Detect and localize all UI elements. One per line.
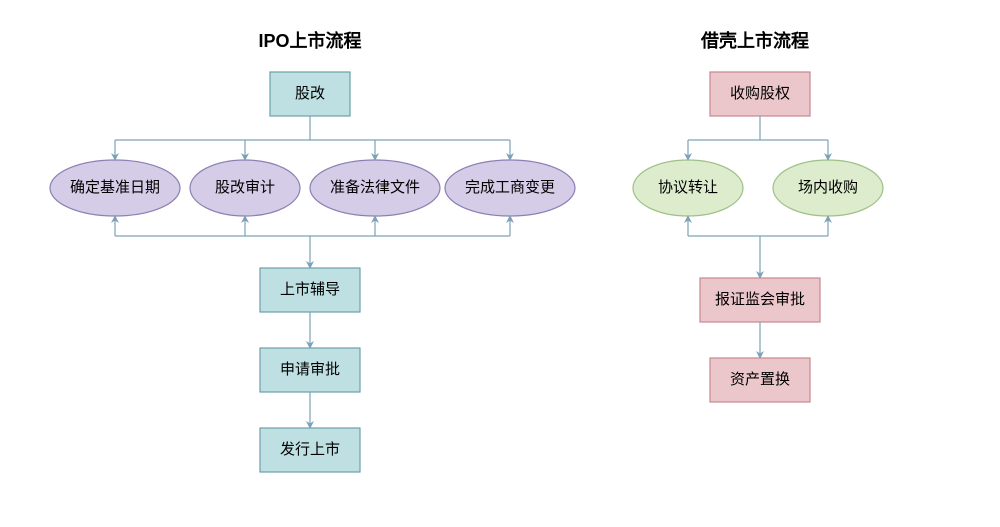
svg-text:确定基准日期: 确定基准日期 — [70, 179, 160, 196]
right-box-top: 收购股权 — [710, 72, 810, 116]
svg-text:发行上市: 发行上市 — [280, 441, 340, 458]
svg-text:申请审批: 申请审批 — [280, 361, 340, 378]
svg-text:收购股权: 收购股权 — [730, 85, 790, 102]
svg-text:报证监会审批: 报证监会审批 — [715, 291, 805, 308]
left-box-3: 发行上市 — [260, 428, 360, 472]
svg-text:准备法律文件: 准备法律文件 — [330, 179, 420, 196]
left-box-1: 上市辅导 — [260, 268, 360, 312]
svg-text:完成工商变更: 完成工商变更 — [465, 179, 555, 196]
left-ellipse-1: 确定基准日期 — [50, 160, 180, 216]
right-ellipse-2: 场内收购 — [773, 160, 883, 216]
left-box-top: 股改 — [270, 72, 350, 116]
svg-text:资产置换: 资产置换 — [730, 371, 790, 388]
svg-text:股改: 股改 — [295, 85, 325, 102]
svg-text:上市辅导: 上市辅导 — [280, 281, 340, 298]
right-ellipse-1: 协议转让 — [633, 160, 743, 216]
left-ellipse-4: 完成工商变更 — [445, 160, 575, 216]
title-right: 借壳上市流程 — [700, 30, 809, 51]
left-ellipse-3: 准备法律文件 — [310, 160, 440, 216]
svg-text:协议转让: 协议转让 — [658, 179, 718, 196]
svg-text:场内收购: 场内收购 — [798, 179, 858, 196]
left-ellipse-2: 股改审计 — [190, 160, 300, 216]
title-left: IPO上市流程 — [258, 30, 361, 51]
left-box-2: 申请审批 — [260, 348, 360, 392]
right-box-2: 资产置换 — [710, 358, 810, 402]
right-box-1: 报证监会审批 — [700, 278, 820, 322]
svg-text:股改审计: 股改审计 — [215, 179, 275, 196]
